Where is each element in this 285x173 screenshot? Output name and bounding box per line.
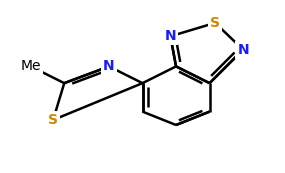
Text: N: N (237, 43, 249, 57)
Text: N: N (103, 59, 115, 73)
Text: S: S (48, 113, 58, 127)
Text: N: N (165, 29, 176, 43)
Text: S: S (210, 16, 220, 30)
Text: Me: Me (21, 59, 41, 73)
